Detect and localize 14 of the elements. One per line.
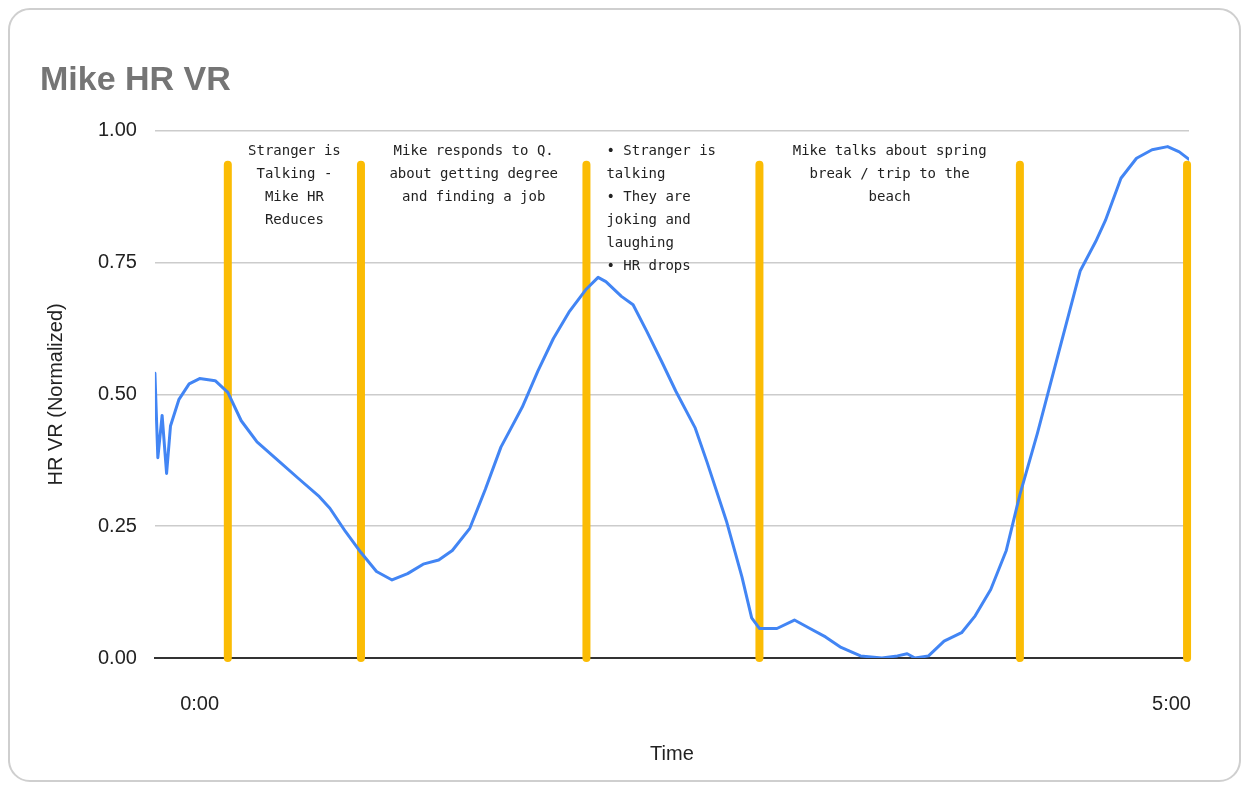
y-tick-label: 1.00 [97,118,137,141]
y-axis-title: HR VR (Normalized) [43,303,66,486]
annotation: Mike talks about spring break / trip to the beach [792,142,987,205]
y-tick-label: 0.75 [97,250,137,273]
x-axis-title: Time [650,741,694,764]
y-tick-label: 0.50 [97,381,137,404]
annotation: Stranger is Talking - Mike HR Reduces [248,142,341,228]
annotation: Mike responds to Q. about getting degree and finding a job [389,142,558,205]
y-tick-label: 0.25 [97,513,137,536]
annotation: • Stranger is talking • They are joking and laughing • HR drops [606,142,717,274]
x-tick-label: 5:00 [1152,691,1191,714]
chart-title: Mike HR VR [40,58,231,97]
x-tick-label: 0:00 [180,691,220,714]
y-tick-label: 0.00 [97,645,137,668]
